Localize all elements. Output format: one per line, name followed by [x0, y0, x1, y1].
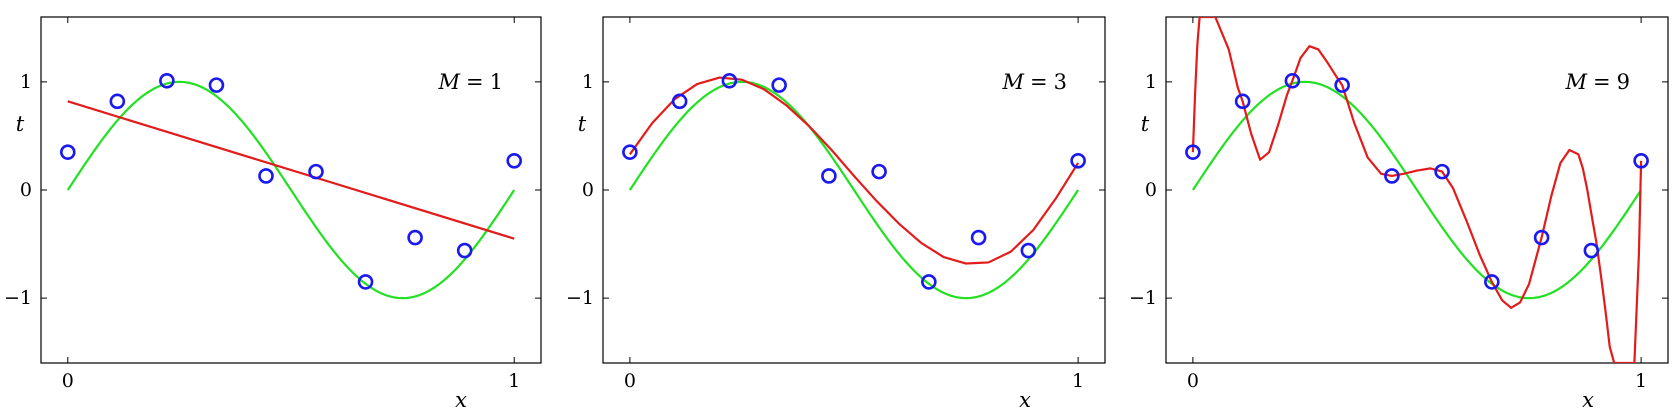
data-point — [1434, 163, 1450, 180]
x-tick-label: 0 — [62, 370, 74, 392]
x-axis-label: x — [1019, 388, 1031, 412]
y-tick-label: 1 — [582, 71, 594, 93]
data-point — [1020, 242, 1037, 259]
data-point — [357, 274, 374, 290]
y-tick-label: 0 — [582, 179, 594, 201]
data-point — [208, 77, 225, 93]
y-tick-label: −1 — [566, 287, 594, 309]
y-tick-label: 0 — [20, 179, 32, 201]
data-point — [970, 229, 987, 246]
data-point — [159, 72, 175, 89]
y-axis-label: t — [16, 112, 25, 136]
data-point — [1533, 229, 1550, 246]
true-function-curve — [66, 80, 516, 300]
data-point — [921, 274, 937, 290]
data-point — [671, 93, 688, 110]
panel-1: 0 1 −1 0 1 x t M = 1 — [4, 16, 542, 412]
x-axis-label: x — [455, 388, 467, 412]
true-function-curve — [628, 80, 1080, 300]
y-axis-label: t — [1141, 112, 1150, 136]
data-point — [1583, 242, 1600, 259]
data-point — [1334, 77, 1350, 93]
data-point — [1234, 93, 1251, 110]
data-point — [1384, 168, 1400, 184]
data-point — [771, 77, 787, 93]
y-tick-label: −1 — [1129, 287, 1157, 309]
x-axis-label: x — [1582, 388, 1594, 412]
x-tick-label: 1 — [508, 370, 520, 392]
y-tick-label: 1 — [1145, 71, 1157, 93]
panel-3: 0 1 −1 0 1 x t M = 9 — [1129, 16, 1669, 412]
x-tick-label: 0 — [624, 370, 636, 392]
data-point — [59, 144, 76, 160]
data-point — [622, 144, 638, 160]
x-tick-label: 0 — [1187, 370, 1199, 392]
data-point — [1070, 153, 1086, 169]
panel-2: 0 1 −1 0 1 x t M = 3 — [566, 16, 1106, 412]
y-tick-label: 1 — [20, 71, 32, 93]
y-tick-label: −1 — [4, 287, 32, 309]
true-function-curve — [1191, 80, 1643, 300]
data-point — [821, 168, 837, 184]
fitted-polynomial-curve — [1191, 17, 1643, 363]
fitted-polynomial-curve — [67, 100, 515, 240]
model-order-label: M = 1 — [438, 70, 504, 94]
data-point — [308, 163, 324, 180]
data-point — [456, 242, 473, 259]
fitted-polynomial-curve — [628, 76, 1080, 265]
data-point — [1185, 144, 1201, 160]
model-order-label: M = 9 — [1565, 70, 1631, 94]
data-point — [1633, 153, 1649, 169]
y-axis-label: t — [578, 112, 587, 136]
model-order-label: M = 3 — [1002, 70, 1068, 94]
data-point — [109, 93, 126, 110]
data-point — [1284, 72, 1301, 89]
data-point — [721, 72, 738, 89]
data-point — [871, 163, 887, 180]
x-tick-label: 1 — [1072, 370, 1084, 392]
x-tick-label: 1 — [1635, 370, 1647, 392]
data-point — [1484, 274, 1500, 290]
y-tick-label: 0 — [1145, 179, 1157, 201]
data-point — [258, 168, 274, 184]
data-point — [407, 229, 423, 246]
data-point — [506, 153, 523, 169]
